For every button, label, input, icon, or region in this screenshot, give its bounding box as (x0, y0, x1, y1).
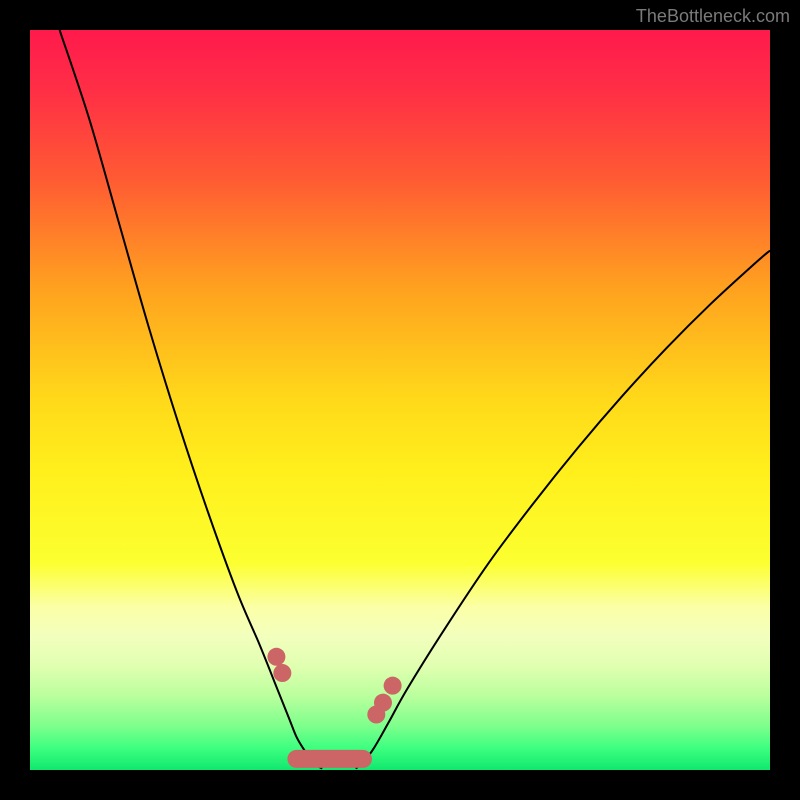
data-marker (267, 648, 285, 666)
curve-layer (30, 30, 770, 770)
watermark-text: TheBottleneck.com (636, 6, 790, 27)
data-marker (374, 694, 392, 712)
data-marker (273, 664, 291, 682)
chart-container: TheBottleneck.com (0, 0, 800, 800)
data-marker (384, 677, 402, 695)
right-curve (356, 251, 770, 769)
